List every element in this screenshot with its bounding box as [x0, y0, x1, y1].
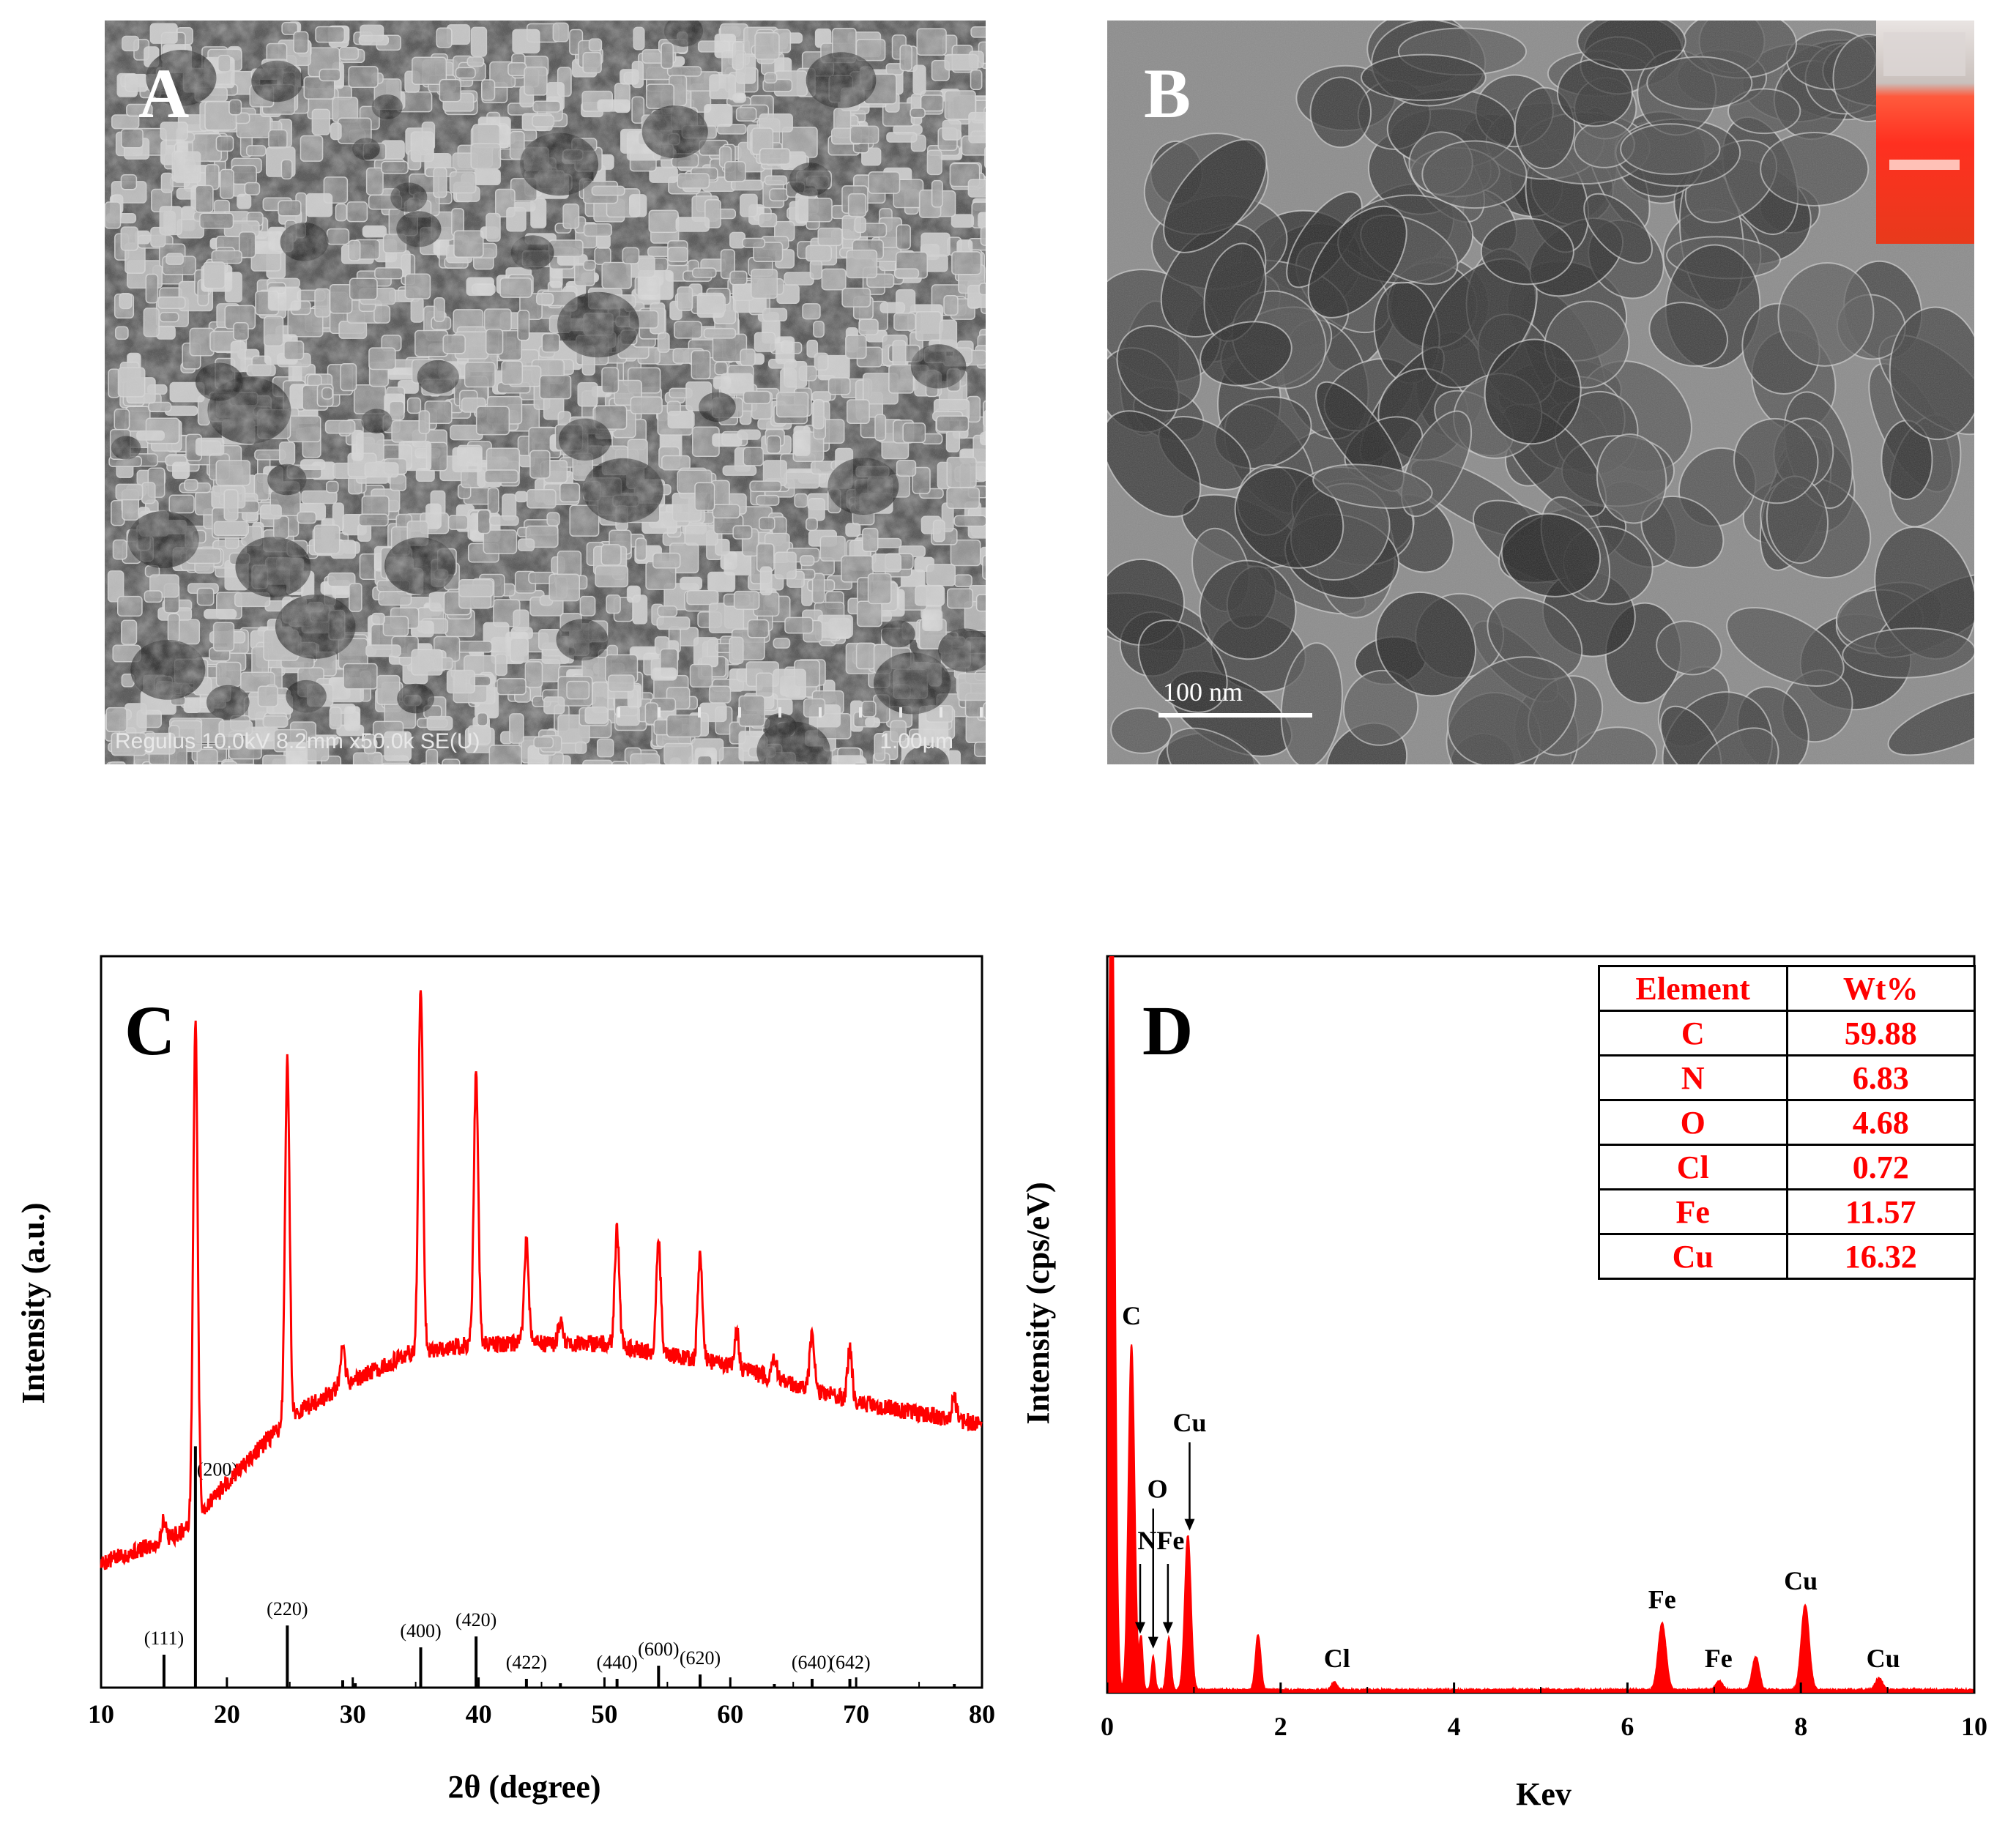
sem-scale-bar — [617, 707, 983, 718]
table-cell-element: Cu — [1598, 1233, 1788, 1280]
arrow-down-icon — [1148, 1636, 1158, 1649]
panel-a-sem-image: A Regulus 10.0kV 8.2mm x50.0k SE(U) 1.00… — [105, 21, 986, 764]
miller-index-label: (440) — [596, 1652, 637, 1673]
table-row: Fe 11.57 — [1598, 1188, 1976, 1235]
element-peak-label: Cu — [1784, 1566, 1818, 1595]
x-tick-label: 70 — [843, 1699, 869, 1729]
panel-letter-d: D — [1142, 991, 1193, 1070]
table-cell-element: O — [1598, 1099, 1788, 1146]
eds-spectrum — [1107, 956, 1974, 1693]
table-cell-wt: 16.32 — [1785, 1233, 1976, 1280]
sem-micrograph — [105, 21, 986, 764]
x-tick-label: 8 — [1794, 1712, 1807, 1741]
sem-info-caption: Regulus 10.0kV 8.2mm x50.0k SE(U) — [115, 729, 480, 753]
tem-micrograph — [1107, 21, 1974, 764]
table-row: N 6.83 — [1598, 1054, 1976, 1101]
table-cell-wt: 4.68 — [1785, 1099, 1976, 1146]
arrow-down-icon — [1162, 1622, 1173, 1634]
x-tick-label: 0 — [1101, 1712, 1114, 1741]
table-row: Cl 0.72 — [1598, 1144, 1976, 1190]
panel-letter-b: B — [1144, 54, 1191, 133]
element-peak-label: C — [1122, 1301, 1141, 1330]
miller-index-label: (642) — [829, 1652, 870, 1673]
xrd-chart: (111)(200)(220)(400)(420)(422) (440)(600)… — [15, 955, 995, 1805]
panel-b-tem-image: B 100 nm — [1107, 21, 1974, 764]
x-tick-label: 40 — [466, 1699, 492, 1729]
element-peak-label: O — [1148, 1474, 1168, 1503]
table-cell-element: C — [1598, 1010, 1788, 1057]
composition-table: Element Wt% C 59.88 N 6.83 O 4.68 Cl 0.72 Fe… — [1598, 965, 1976, 1280]
panel-letter-a: A — [138, 54, 190, 133]
panel-letter-c: C — [124, 991, 175, 1070]
table-cell-wt: 59.88 — [1785, 1010, 1976, 1057]
element-peak-label: Fe — [1648, 1584, 1676, 1614]
xrd-trace — [100, 990, 983, 1570]
sem-scale-label: 1.00μm — [879, 729, 953, 753]
element-peak-label: Fe — [1705, 1644, 1733, 1673]
element-peak-label: Cl — [1324, 1644, 1350, 1673]
table-cell-element: Cl — [1598, 1144, 1788, 1190]
element-peak-label: Cu — [1172, 1408, 1206, 1437]
miller-index-label: (600) — [638, 1639, 679, 1660]
x-tick-label: 60 — [717, 1699, 743, 1729]
table-header-row: Element Wt% — [1598, 965, 1976, 1012]
xrd-plot-frame — [100, 955, 983, 1689]
table-row: O 4.68 — [1598, 1099, 1976, 1146]
tem-scale-bar — [1158, 713, 1312, 718]
element-peak-label: Cu — [1867, 1644, 1900, 1673]
xrd-y-axis-label: Intensity (a.u.) — [15, 1202, 51, 1404]
x-tick-label: 2 — [1274, 1712, 1287, 1741]
arrow-down-icon — [1134, 1622, 1145, 1634]
table-header-element: Element — [1598, 965, 1788, 1012]
eds-y-axis-label: Intensity (cps/eV) — [1020, 1182, 1056, 1424]
table-cell-element: N — [1598, 1054, 1788, 1101]
table-cell-element: Fe — [1598, 1188, 1788, 1235]
element-peak-label: NFe — [1137, 1526, 1184, 1555]
miller-index-label: (111) — [144, 1628, 184, 1649]
table-cell-wt: 0.72 — [1785, 1144, 1976, 1190]
x-tick-label: 4 — [1448, 1712, 1461, 1741]
vial-inset-image — [1876, 21, 1974, 244]
miller-index-label: (422) — [506, 1652, 547, 1673]
table-cell-wt: 6.83 — [1785, 1054, 1976, 1101]
x-tick-label: 80 — [969, 1699, 995, 1729]
arrow-down-icon — [1184, 1518, 1195, 1531]
x-tick-label: 6 — [1621, 1712, 1634, 1741]
table-row: Cu 16.32 — [1598, 1233, 1976, 1280]
x-tick-label: 10 — [88, 1699, 114, 1729]
miller-index-label: (220) — [267, 1598, 308, 1620]
table-header-wt: Wt% — [1785, 965, 1976, 1012]
miller-index-label: (420) — [455, 1609, 496, 1631]
x-tick-label: 30 — [340, 1699, 366, 1729]
eds-x-axis-label: Kev — [1516, 1776, 1571, 1812]
x-tick-label: 20 — [214, 1699, 240, 1729]
table-row: C 59.88 — [1598, 1010, 1976, 1057]
miller-index-label: (620) — [680, 1647, 721, 1669]
x-tick-label: 10 — [1961, 1712, 1987, 1741]
table-cell-wt: 11.57 — [1785, 1188, 1976, 1235]
miller-index-label: (400) — [400, 1620, 441, 1641]
miller-index-label: (640) — [792, 1652, 833, 1673]
xrd-x-axis-label: 2θ (degree) — [447, 1769, 600, 1805]
tem-scale-label: 100 nm — [1163, 677, 1243, 707]
x-tick-label: 50 — [591, 1699, 617, 1729]
